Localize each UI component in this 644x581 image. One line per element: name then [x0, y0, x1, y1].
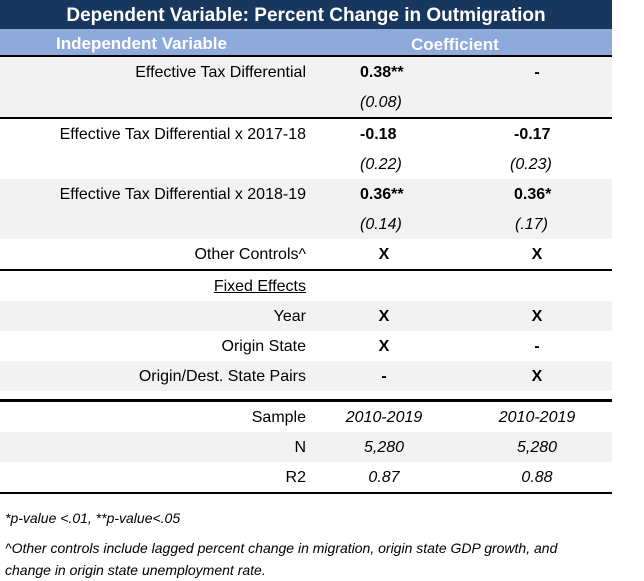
row-label: Origin/Dest. State Pairs: [138, 368, 306, 385]
row-label: Effective Tax Differential x 2018-19: [59, 186, 306, 203]
divider: [0, 117, 612, 119]
row-label: Other Controls^: [194, 246, 306, 263]
row-label: Origin State: [221, 338, 306, 355]
row-label: Sample: [251, 409, 306, 426]
table-row-state-pairs: Origin/Dest. State Pairs - X: [0, 361, 612, 391]
se-col1: (0.22): [360, 156, 402, 173]
row-label: Effective Tax Differential x 2017-18: [59, 126, 306, 143]
pvalue-note: *p-value <.01, **p-value<.05: [5, 510, 181, 526]
table-row-controls: Other Controls^ X X: [194, 246, 543, 263]
se-col2: (.17): [515, 216, 548, 233]
table-row-etd-1819-se: (0.14) (.17): [0, 209, 612, 239]
se-col1: (0.14): [360, 216, 402, 233]
row-label: Year: [273, 308, 306, 325]
table-row-origin-state: Origin State X -: [221, 338, 540, 355]
divider: [0, 269, 612, 271]
table-title: Dependent Variable: Percent Change in Ou…: [0, 0, 612, 29]
table-header: Independent Variable Coefficient: [0, 29, 612, 57]
table-row-r2: R2 0.87 0.88: [285, 469, 553, 486]
table-row-n: N 5,280 5,280: [0, 432, 612, 462]
divider: [0, 399, 612, 402]
coef-col1: 0.36**: [360, 186, 404, 203]
table-row-etd-se: (0.08): [0, 87, 612, 117]
coef-col1: -0.18: [360, 126, 397, 143]
table-row-sample: Sample 2010-2019 2010-2019: [251, 409, 576, 426]
table-row-year: Year X X: [0, 301, 612, 331]
table-row-etd-1718-se: (0.22) (0.23): [0, 149, 612, 179]
se-col1: (0.08): [360, 94, 402, 111]
coef-col2: 0.36*: [514, 186, 552, 203]
coef-col1: 0.38**: [360, 64, 404, 81]
row-label: R2: [285, 469, 306, 486]
fixed-effects-heading-row: Fixed Effects: [0, 271, 612, 301]
se-col2: (0.23): [510, 156, 552, 173]
coef-col2: -0.17: [514, 126, 551, 143]
divider: [0, 492, 612, 494]
table-row-etd-1819: Effective Tax Differential x 2018-19 0.3…: [0, 179, 612, 209]
table-row-etd: Effective Tax Differential 0.38** -: [0, 57, 612, 87]
fixed-effects-heading: Fixed Effects: [213, 278, 306, 295]
independent-variable-header: Independent Variable: [56, 34, 227, 53]
controls-note: ^Other controls include lagged percent c…: [5, 540, 558, 578]
table-row-etd-1718: Effective Tax Differential x 2017-18 -0.…: [0, 119, 612, 149]
row-label: Effective Tax Differential: [135, 64, 306, 81]
regression-table: Dependent Variable: Percent Change in Ou…: [0, 0, 612, 494]
row-label: N: [294, 439, 306, 456]
coefficient-header: Coefficient: [411, 35, 499, 54]
